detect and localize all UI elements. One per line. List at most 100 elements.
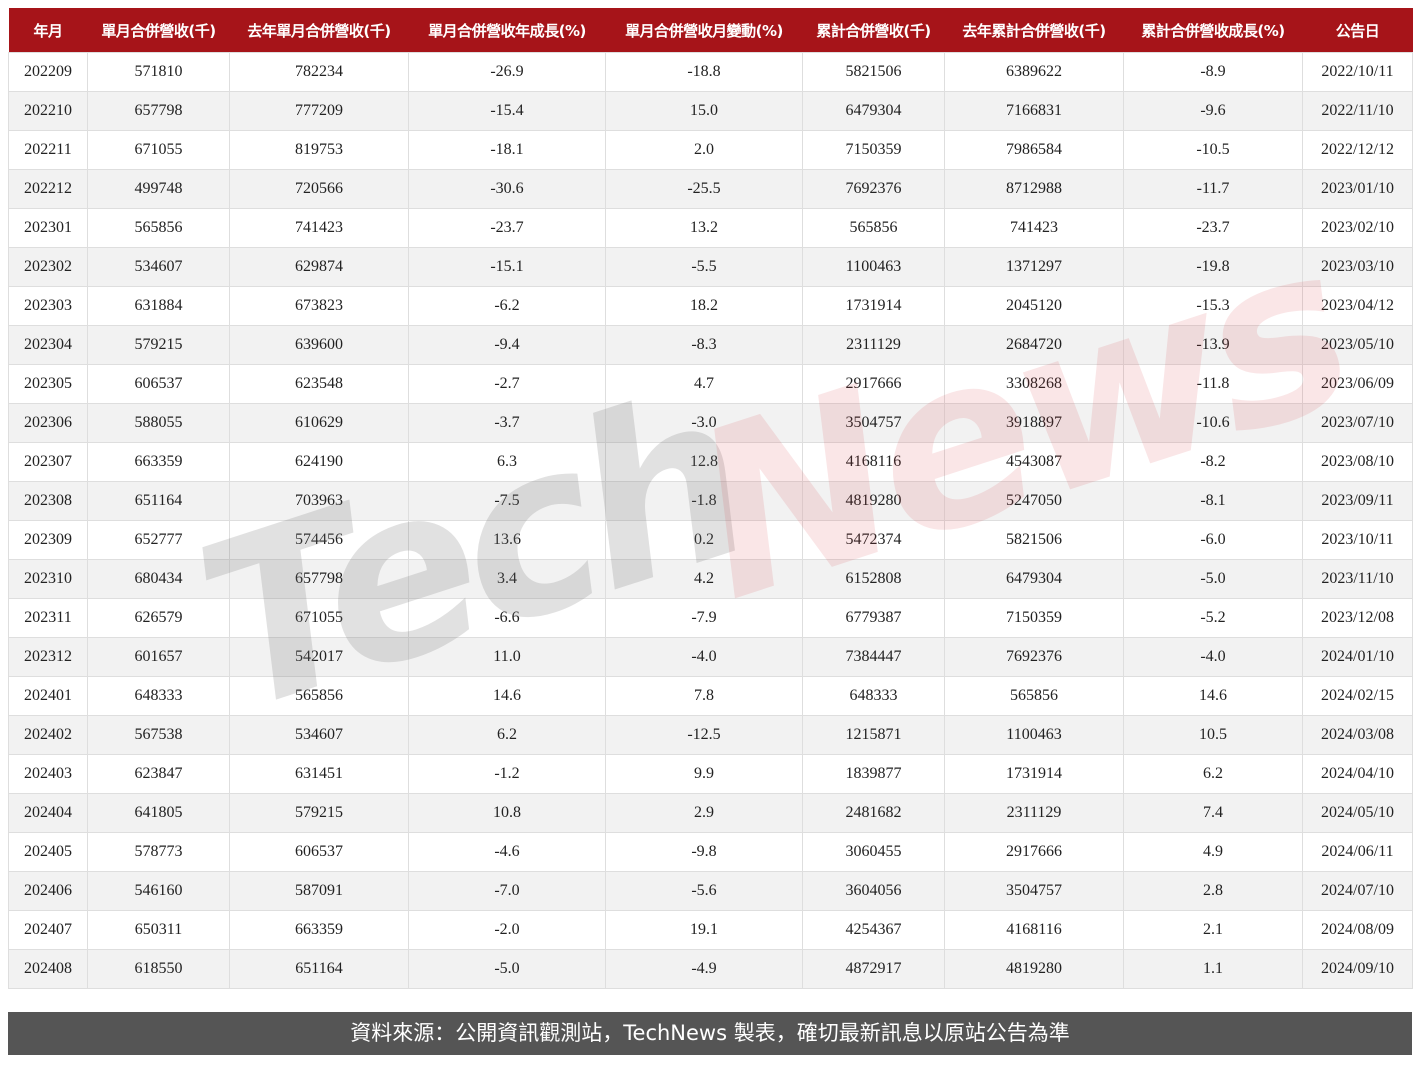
table-cell: 565856 — [944, 676, 1124, 716]
column-header: 公告日 — [1302, 8, 1413, 53]
table-cell: 14.6 — [408, 676, 606, 716]
table-cell: 10.8 — [408, 793, 606, 833]
table-cell: 1731914 — [944, 754, 1124, 794]
table-cell: 663359 — [87, 442, 230, 482]
table-cell: 6.2 — [408, 715, 606, 755]
table-cell: 1100463 — [944, 715, 1124, 755]
table-cell: 2023/04/12 — [1302, 286, 1413, 326]
table-cell: 626579 — [87, 598, 230, 638]
table-cell: 202401 — [8, 676, 88, 716]
table-cell: 202404 — [8, 793, 88, 833]
table-row: 202211 671055 819753 -18.1 2.0 7150359 7986584… — [8, 130, 1413, 170]
table-row: 202304 579215 639600 -9.4 -8.3 2311129 2684720… — [8, 325, 1413, 365]
table-cell: 2917666 — [802, 364, 945, 404]
table-row: 202401 648333 565856 14.6 7.8 648333 565856 14.… — [8, 676, 1413, 716]
table-cell: 648333 — [802, 676, 945, 716]
table-cell: 7692376 — [802, 169, 945, 209]
table-cell: 2022/10/11 — [1302, 52, 1413, 92]
table-cell: 2024/09/10 — [1302, 949, 1413, 989]
table-cell: 2024/01/10 — [1302, 637, 1413, 677]
table-cell: 2023/08/10 — [1302, 442, 1413, 482]
table-row: 202404 641805 579215 10.8 2.9 2481682 2311129 7… — [8, 793, 1413, 833]
table-cell: 741423 — [229, 208, 409, 248]
table-cell: 202212 — [8, 169, 88, 209]
table-cell: 1371297 — [944, 247, 1124, 287]
table-cell: 639600 — [229, 325, 409, 365]
table-cell: 579215 — [87, 325, 230, 365]
table-cell: 2917666 — [944, 832, 1124, 872]
table-cell: -15.1 — [408, 247, 606, 287]
table-row: 202408 618550 651164 -5.0 -4.9 4872917 4819280… — [8, 949, 1413, 989]
table-row: 202309 652777 574456 13.6 0.2 5472374 5821506-… — [8, 520, 1413, 560]
table-cell: 11.0 — [408, 637, 606, 677]
table-cell: -8.2 — [1123, 442, 1303, 482]
table-cell: 2024/08/09 — [1302, 910, 1413, 950]
table-cell: -8.3 — [605, 325, 803, 365]
table-row: 202406 546160 587091 -7.0 -5.6 3604056 3504757… — [8, 871, 1413, 911]
table-cell: 6389622 — [944, 52, 1124, 92]
table-cell: -6.2 — [408, 286, 606, 326]
table-cell: 4819280 — [802, 481, 945, 521]
table-cell: -26.9 — [408, 52, 606, 92]
table-cell: 2024/05/10 — [1302, 793, 1413, 833]
table-cell: 14.6 — [1123, 676, 1303, 716]
table-row: 202403 623847 631451 -1.2 9.9 1839877 1731914 6… — [8, 754, 1413, 794]
table-cell: 9.9 — [605, 754, 803, 794]
table-cell: -19.8 — [1123, 247, 1303, 287]
table-cell: 13.2 — [605, 208, 803, 248]
table-cell: 2023/12/08 — [1302, 598, 1413, 638]
table-cell: 202312 — [8, 637, 88, 677]
table-cell: 648333 — [87, 676, 230, 716]
table-cell: -8.9 — [1123, 52, 1303, 92]
table-row: 202407 650311 663359 -2.0 19.1 4254367 4168116… — [8, 910, 1413, 950]
table-cell: 4872917 — [802, 949, 945, 989]
table-cell: 629874 — [229, 247, 409, 287]
table-cell: -2.0 — [408, 910, 606, 950]
table-cell: 3604056 — [802, 871, 945, 911]
table-cell: 2045120 — [944, 286, 1124, 326]
table-cell: -23.7 — [1123, 208, 1303, 248]
table-cell: 7986584 — [944, 130, 1124, 170]
table-cell: -6.6 — [408, 598, 606, 638]
table-cell: 574456 — [229, 520, 409, 560]
table-cell: -4.0 — [605, 637, 803, 677]
table-cell: 657798 — [87, 91, 230, 131]
table-cell: 819753 — [229, 130, 409, 170]
table-cell: -4.6 — [408, 832, 606, 872]
table-cell: 7384447 — [802, 637, 945, 677]
table-cell: -7.0 — [408, 871, 606, 911]
table-cell: 2.9 — [605, 793, 803, 833]
table-cell: 542017 — [229, 637, 409, 677]
table-cell: -5.6 — [605, 871, 803, 911]
table-cell: 777209 — [229, 91, 409, 131]
table-cell: 0.2 — [605, 520, 803, 560]
table-cell: -23.7 — [408, 208, 606, 248]
table-cell: 4.7 — [605, 364, 803, 404]
table-cell: 618550 — [87, 949, 230, 989]
table-cell: -9.6 — [1123, 91, 1303, 131]
table-row: 202303 631884 673823 -6.2 18.2 1731914 2045120… — [8, 286, 1413, 326]
table-cell: 2023/06/09 — [1302, 364, 1413, 404]
column-header: 累計合併營收成長(%) — [1123, 8, 1303, 53]
table-cell: -12.5 — [605, 715, 803, 755]
table-cell: 202309 — [8, 520, 88, 560]
table-cell: 1.1 — [1123, 949, 1303, 989]
table-cell: 2023/07/10 — [1302, 403, 1413, 443]
table-cell: 3308268 — [944, 364, 1124, 404]
table-row: 202209 571810 782234 -26.9 -18.8 5821506 63896… — [8, 52, 1413, 92]
table-cell: 2.0 — [605, 130, 803, 170]
table-row: 202312 601657 542017 11.0 -4.0 7384447 7692376… — [8, 637, 1413, 677]
table-row: 202405 578773 606537 -4.6 -9.8 3060455 2917666… — [8, 832, 1413, 872]
table-row: 202305 606537 623548 -2.7 4.7 2917666 3308268-… — [8, 364, 1413, 404]
table-cell: 623847 — [87, 754, 230, 794]
table-cell: 4168116 — [802, 442, 945, 482]
table-cell: 202406 — [8, 871, 88, 911]
table-cell: 624190 — [229, 442, 409, 482]
table-cell: 741423 — [944, 208, 1124, 248]
table-cell: 6.2 — [1123, 754, 1303, 794]
table-cell: -9.4 — [408, 325, 606, 365]
table-cell: 671055 — [229, 598, 409, 638]
table-cell: 202310 — [8, 559, 88, 599]
table-cell: -10.6 — [1123, 403, 1303, 443]
table-cell: 631884 — [87, 286, 230, 326]
